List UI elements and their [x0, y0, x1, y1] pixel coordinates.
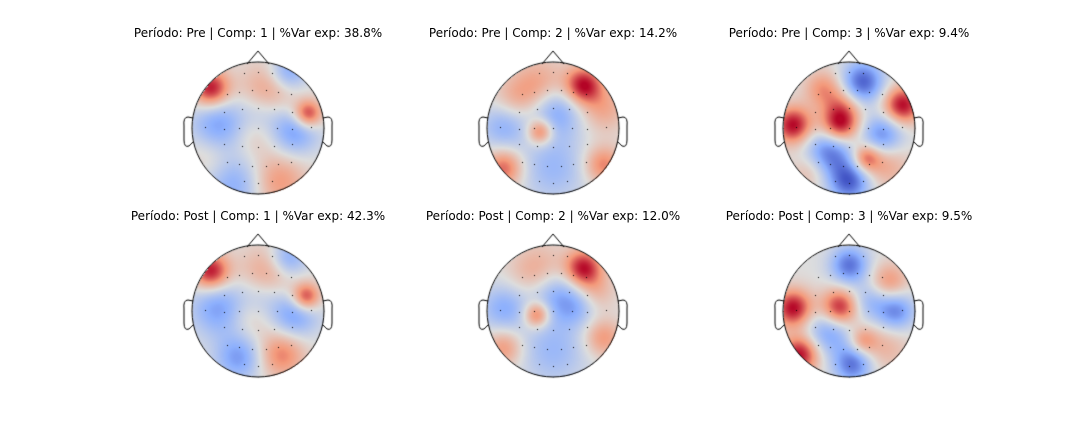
topomap-title-pre-comp2: Período: Pre | Comp: 2 | %Var exp: 14.2%: [428, 26, 678, 40]
topomap-title-pre-comp1: Período: Pre | Comp: 1 | %Var exp: 38.8%: [133, 26, 383, 40]
topomap-title-post-comp2: Período: Post | Comp: 2 | %Var exp: 12.0…: [425, 209, 681, 223]
topomap-title-pre-comp3: Período: Pre | Comp: 3 | %Var exp: 9.4%: [728, 26, 970, 40]
topomap-title-post-comp3: Período: Post | Comp: 3 | %Var exp: 9.5%: [725, 209, 973, 223]
topomap-title-post-comp1: Período: Post | Comp: 1 | %Var exp: 42.3…: [130, 209, 386, 223]
